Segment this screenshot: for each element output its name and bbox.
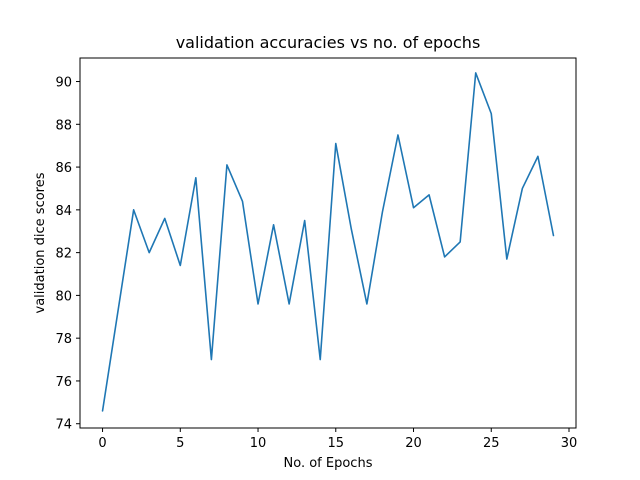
- y-tick-label: 80: [55, 289, 72, 304]
- x-tick-label: 20: [405, 436, 422, 451]
- y-tick-label: 84: [55, 204, 72, 219]
- plot-area: [101, 72, 555, 412]
- y-tick-label: 78: [55, 332, 72, 347]
- x-tick-label: 15: [328, 436, 345, 451]
- x-tick-label: 5: [176, 436, 184, 451]
- x-tick-label: 10: [250, 436, 267, 451]
- x-tick-label: 0: [98, 436, 106, 451]
- x-tick-label: 30: [561, 436, 578, 451]
- x-axis-label: No. of Epochs: [284, 456, 373, 471]
- y-tick-label: 82: [55, 247, 72, 262]
- series-line-0: [101, 72, 555, 412]
- y-axis-label: validation dice scores: [33, 172, 48, 313]
- y-tick-label: 86: [55, 161, 72, 176]
- y-tick-label: 88: [55, 118, 72, 133]
- x-tick-label: 25: [483, 436, 500, 451]
- y-ticks: 74 76 78 80 82 84 86 88 90: [55, 76, 80, 433]
- y-tick-label: 74: [55, 418, 72, 433]
- y-tick-label: 90: [55, 76, 72, 91]
- x-ticks: 0 5 10 15 20 25 30: [98, 428, 577, 451]
- axes-frame: [79, 57, 577, 429]
- y-tick-label: 76: [55, 375, 72, 390]
- chart-title: validation accuracies vs no. of epochs: [176, 33, 481, 52]
